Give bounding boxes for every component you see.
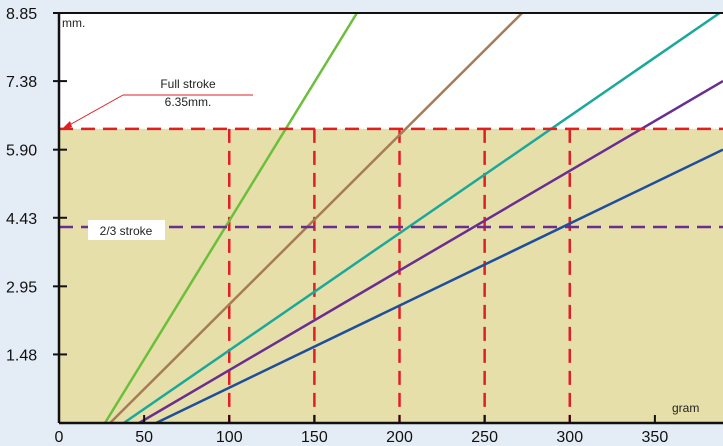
x-unit-label: gram [672,401,699,415]
x-tick-label: 0 [55,429,64,446]
series-line [155,148,723,425]
x-tick-label: 150 [301,429,328,446]
x-tick-label: 300 [556,429,583,446]
y-unit-label: mm. [62,16,85,30]
full-stroke-value: 6.35mm. [165,95,212,109]
series-lines [103,11,723,425]
series-line [109,12,523,424]
red-vertical-guides [228,128,572,423]
y-axis-ticks: 1.48 2.95 4.43 5.90 7.38 8.85 [6,6,67,364]
x-tick-label: 100 [216,429,243,446]
two-thirds-label-box [88,220,165,240]
x-tick-label: 50 [135,429,153,446]
x-tick-label: 350 [642,429,669,446]
y-tick-label: 8.85 [6,6,37,23]
series-line [122,11,721,425]
y-tick-label: 1.48 [6,347,37,364]
full-stroke-annotation: Full stroke 6.35mm. [61,77,253,130]
arrow-head-icon [61,121,72,130]
y-tick-label: 2.95 [6,279,37,296]
x-tick-label: 200 [386,429,413,446]
series-line [138,80,723,425]
series-line [103,12,359,424]
y-tick-label: 4.43 [6,211,37,228]
x-axis-ticks: 0 50 100 150 200 250 300 350 [55,415,669,446]
x-tick-label: 250 [471,429,498,446]
y-tick-label: 7.38 [6,74,37,91]
two-thirds-label: 2/3 stroke [100,224,153,238]
two-thirds-annotation: 2/3 stroke [88,220,165,240]
y-tick-label: 5.90 [6,143,37,160]
full-stroke-label: Full stroke [160,77,216,91]
annotation-arrow-line [63,94,124,129]
